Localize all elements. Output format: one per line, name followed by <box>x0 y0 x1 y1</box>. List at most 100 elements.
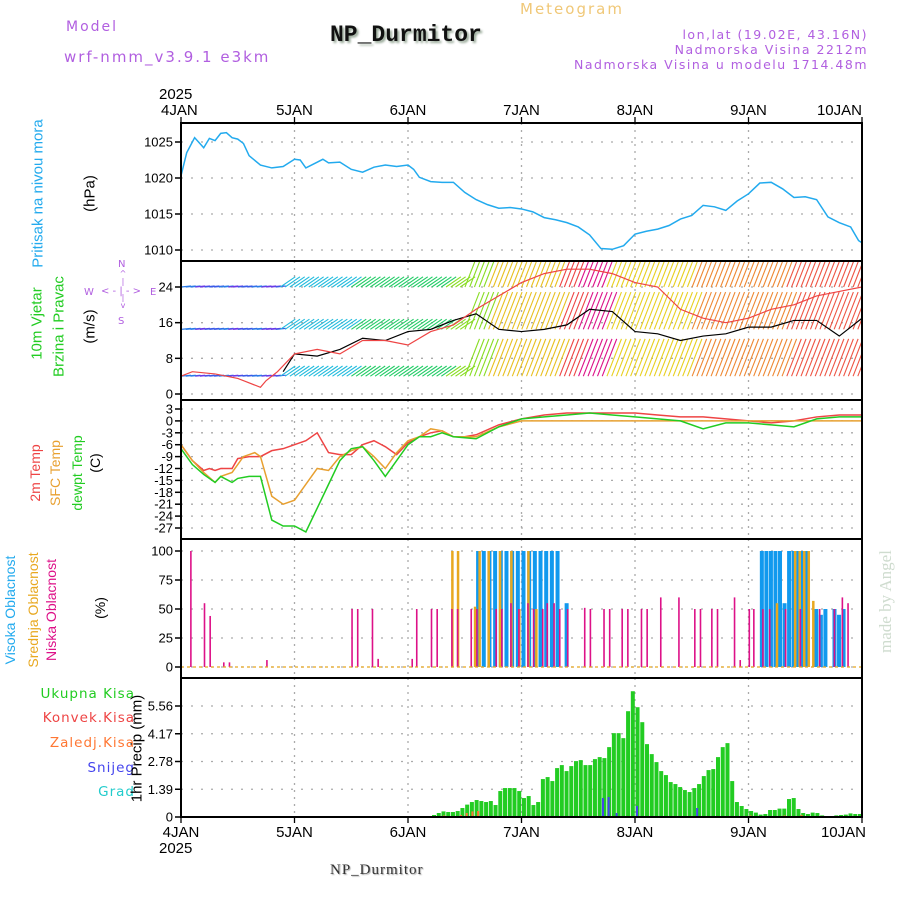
precip-bar-total <box>801 813 806 817</box>
wind-barb <box>833 338 850 377</box>
precip-bar-total <box>484 802 489 817</box>
cloud-bar-low <box>456 609 459 667</box>
wind-barb <box>219 255 229 256</box>
wind-barb <box>786 261 798 288</box>
wind-barb <box>299 318 315 330</box>
cloud-bar-high <box>805 551 810 667</box>
wind-barb <box>705 261 718 288</box>
wind-barb <box>341 276 358 288</box>
wind-barb <box>753 338 769 377</box>
wind-barb <box>426 365 443 377</box>
wind-barb <box>615 291 632 330</box>
wind-barb <box>568 291 585 330</box>
wind-barb <box>266 255 276 256</box>
wind-barb <box>686 261 699 288</box>
wind-barb <box>436 365 452 377</box>
precip-bar-total <box>450 812 455 817</box>
y-tick-label: 16 <box>159 315 173 330</box>
wind-barb <box>497 291 514 330</box>
wind-barb <box>824 291 840 330</box>
wind-barb <box>342 246 357 256</box>
wind-barb <box>593 219 607 256</box>
wind-barb <box>544 261 557 288</box>
cloud-bar-mid <box>793 551 797 667</box>
wind-barb <box>734 261 746 288</box>
wind-barb <box>351 365 367 377</box>
wind-barb <box>819 291 835 330</box>
wind-barb <box>346 276 362 288</box>
wind-barb <box>508 219 522 256</box>
wind-barb <box>521 291 537 330</box>
wind-barb <box>375 246 390 256</box>
wind-barb <box>753 261 765 288</box>
wind-barb <box>489 219 503 256</box>
precip-bar-total <box>597 757 602 817</box>
cloud-bar-low <box>209 615 211 667</box>
wind-barb <box>630 291 646 330</box>
wind-barb <box>691 338 708 377</box>
wind-barb <box>814 291 831 330</box>
wind-barb <box>639 261 651 288</box>
cloud-bar-low <box>646 609 648 667</box>
wind-barb <box>767 291 783 330</box>
cloud-bar-high <box>493 551 498 667</box>
x-tick-label-bottom: 8JAN <box>617 824 654 841</box>
precip-bar-total <box>744 809 749 817</box>
precip-bar-total <box>588 765 593 817</box>
y-tick-label: 8 <box>166 351 173 366</box>
wind-barb <box>200 255 210 256</box>
precip-bar-total <box>734 802 739 817</box>
legend-rain-frz: Zaledj.Kisa <box>49 735 135 751</box>
wind-barb <box>649 261 661 288</box>
wind-barb <box>374 276 391 288</box>
wind-barb <box>478 291 495 330</box>
wind-barb <box>596 261 609 288</box>
wind-barb <box>592 338 608 377</box>
wind-barb <box>544 338 561 377</box>
wind-barb <box>450 318 466 330</box>
wind-barb <box>441 276 457 288</box>
wind-barb <box>408 246 423 256</box>
wind-barb <box>488 291 504 330</box>
wind-barb <box>511 338 528 377</box>
year-label-bottom: 2025 <box>159 840 192 857</box>
wind-barb <box>384 276 400 288</box>
cloud-bar-low <box>411 658 414 667</box>
wind-barb <box>394 246 409 256</box>
cloud-bar-high <box>555 551 560 667</box>
wind-barb <box>535 261 547 288</box>
precip-bar-total <box>521 798 526 817</box>
wind-barb <box>289 365 306 377</box>
wind-barb <box>317 276 334 288</box>
wind-barb <box>838 291 854 330</box>
wind-barb <box>525 261 538 288</box>
precip-bar-total <box>777 808 782 817</box>
y-tick-label: -3 <box>161 425 173 440</box>
precip-bar-total <box>782 808 787 817</box>
wind-barb <box>686 291 703 330</box>
wind-barb <box>398 276 414 288</box>
y-tick-label: 3 <box>166 402 173 417</box>
precip-bar-total <box>853 814 858 817</box>
wind-barb <box>322 276 339 288</box>
wind-barb <box>346 365 362 377</box>
cloud-bar-low <box>608 609 611 667</box>
wind-barb <box>530 338 547 377</box>
wind-barb <box>809 261 822 288</box>
wind-barb <box>578 338 594 377</box>
wind-barb <box>517 219 531 256</box>
x-tick-label-top: 7JAN <box>503 102 540 119</box>
wind-barb <box>360 276 377 288</box>
wind-barb <box>355 365 372 377</box>
wind-barb <box>757 291 774 330</box>
cloud-bar-mid <box>807 551 811 667</box>
cloud-bar-low <box>589 609 592 667</box>
wind-barb <box>361 246 376 256</box>
wind-barb <box>691 261 703 288</box>
wind-barb <box>691 291 708 330</box>
wind-barb <box>582 291 599 330</box>
wind-barb <box>683 219 697 256</box>
cloud-bar-high <box>796 551 801 667</box>
wind-barb <box>380 246 395 256</box>
wind-barb <box>672 338 689 377</box>
